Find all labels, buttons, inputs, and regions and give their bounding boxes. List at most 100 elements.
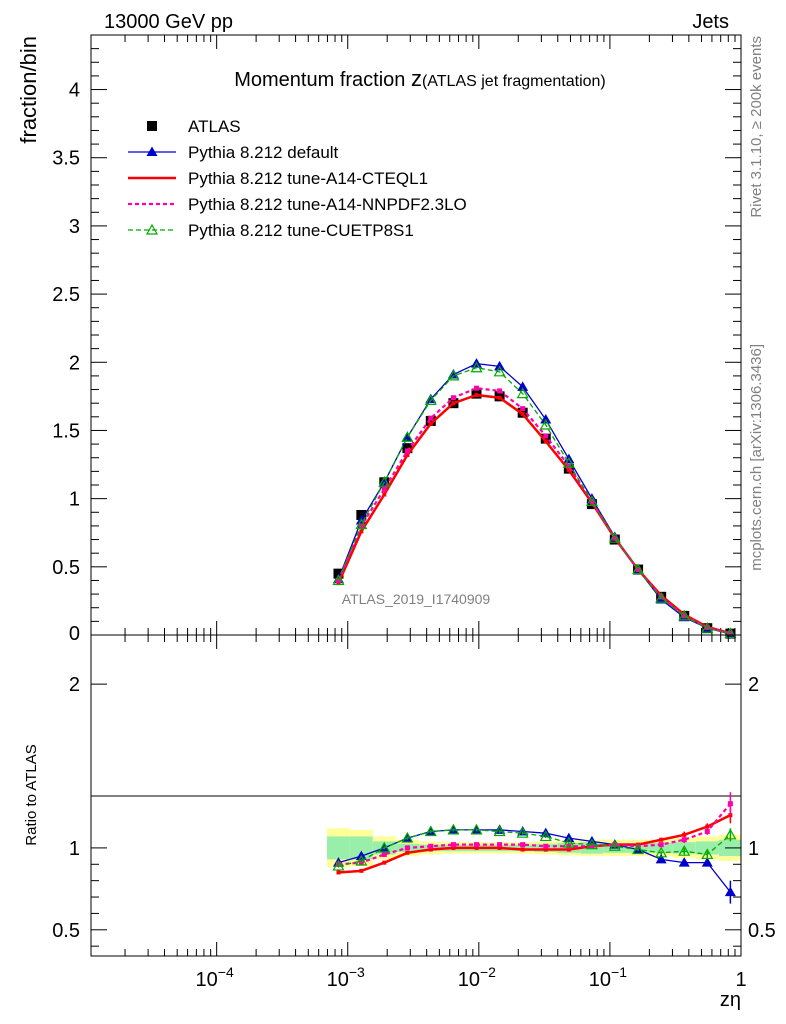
data-point <box>608 531 621 543</box>
ratio-point <box>608 840 621 851</box>
data-point <box>447 369 460 381</box>
legend-marker <box>145 223 159 235</box>
y-tick-label: 0 <box>69 623 80 645</box>
data-point <box>562 456 575 468</box>
ratio-point <box>705 824 710 829</box>
ratio-point <box>474 842 480 848</box>
y-tick-label: 1 <box>69 838 80 860</box>
header-right: Jets <box>692 11 729 33</box>
data-point <box>382 492 387 497</box>
x-tick-label: 10−4 <box>196 964 234 991</box>
ratio-point <box>520 842 526 848</box>
legend-item: Pythia 8.212 tune-A14-NNPDF2.3LO <box>128 195 467 214</box>
ratio-point <box>493 825 506 837</box>
ratio-point <box>497 842 503 848</box>
y-tick-label: 2 <box>69 352 80 374</box>
ratio-line <box>338 814 731 874</box>
band-inner <box>327 836 350 860</box>
ratio-pythia-8-212-tune-cuetp8s1 <box>332 823 737 871</box>
data-point <box>402 443 413 454</box>
data-point <box>516 387 529 399</box>
ratio-panel: 0.5 0.5 1 1 2 2 10−4 10−3 10−2 10−1 1 Ratio to ATL… <box>23 634 776 1011</box>
ratio-pythia-8-212-tune-a14-nnpdf2-3lo <box>335 792 733 867</box>
ratio-line <box>338 802 732 866</box>
ratio-axes: 0.5 0.5 1 1 2 2 10−4 10−3 10−2 10−1 1 <box>52 635 776 991</box>
data-point <box>678 609 691 621</box>
y-tick-label: 1 <box>69 489 80 511</box>
ratio-point <box>678 844 691 856</box>
ratio-point <box>682 832 687 837</box>
ratio-point <box>424 825 437 837</box>
x-tick-label: 1 <box>735 969 746 991</box>
data-point <box>543 439 548 444</box>
legend-item: Pythia 8.212 default <box>128 143 339 162</box>
ratio-point <box>566 847 571 852</box>
legend: ATLAS Pythia 8.212 default Pythia 8.212 tu… <box>128 117 467 240</box>
legend-label: Pythia 8.212 tune-A14-CTEQL1 <box>188 169 428 188</box>
ratio-point <box>727 801 733 807</box>
xlabel: zη <box>720 989 741 1011</box>
ratio-point <box>635 843 641 849</box>
data-point <box>520 406 526 412</box>
ratio-point <box>678 857 690 867</box>
watermark: ATLAS_2019_I1740909 <box>342 591 491 607</box>
ratio-point <box>516 826 529 838</box>
legend-marker <box>146 146 158 156</box>
data-point <box>450 395 456 401</box>
rivet-label: Rivet 3.1.10, ≥ 200k events <box>748 36 765 218</box>
x-tick-label: 10−1 <box>589 964 627 991</box>
data-point <box>540 433 551 444</box>
y-tick-label-right: 1 <box>748 838 759 860</box>
data-point <box>401 431 414 442</box>
data-point <box>405 453 410 457</box>
data-point <box>635 567 641 573</box>
y-tick-label: 3 <box>69 216 80 238</box>
data-point <box>566 463 572 469</box>
y-tick-label-right: 0.5 <box>748 920 776 942</box>
main-ylabel: fraction/bin <box>16 36 41 144</box>
data-point <box>543 433 549 439</box>
ratio-point <box>332 859 345 871</box>
y-tick-label: 1.5 <box>52 420 80 442</box>
ratio-point <box>585 838 598 850</box>
legend-marker <box>147 121 157 131</box>
band-inner <box>695 841 719 855</box>
ratio-point <box>659 837 664 842</box>
data-point <box>424 394 437 406</box>
ratio-point <box>562 836 575 848</box>
data-point <box>724 627 737 639</box>
data-point <box>517 381 529 391</box>
ratio-point <box>701 848 714 860</box>
ratio-point <box>405 850 410 855</box>
legend-label: Pythia 8.212 tune-CUETP8S1 <box>188 221 414 240</box>
x-tick-label: 10−3 <box>327 964 365 991</box>
ratio-line <box>338 829 731 893</box>
data-point <box>612 535 618 541</box>
chart-title-main: Momentum fraction <box>234 69 411 91</box>
data-point <box>655 591 668 603</box>
data-point <box>428 421 433 426</box>
data-point <box>539 418 552 430</box>
data-point <box>474 385 480 391</box>
ratio-point <box>336 870 341 875</box>
x-tick-label: 10−2 <box>458 964 496 991</box>
ratio-point <box>724 886 736 897</box>
data-point <box>401 431 413 442</box>
y-tick-label-right: 2 <box>748 674 759 696</box>
legend-item: Pythia 8.212 tune-A14-CTEQL1 <box>128 169 428 188</box>
ratio-point <box>701 857 713 867</box>
header-left: 13000 GeV pp <box>104 11 233 33</box>
legend-item: ATLAS <box>147 117 241 136</box>
ratio-point <box>451 845 456 850</box>
ratio-point <box>655 853 667 864</box>
ratio-point <box>450 842 456 848</box>
data-point <box>470 361 483 373</box>
data-point <box>336 581 341 586</box>
ratio-point <box>704 829 710 835</box>
y-tick-label: 0.5 <box>52 920 80 942</box>
ratio-point <box>539 830 552 842</box>
ratio-point <box>381 851 387 857</box>
data-point <box>425 415 436 426</box>
ratio-point <box>470 823 483 835</box>
